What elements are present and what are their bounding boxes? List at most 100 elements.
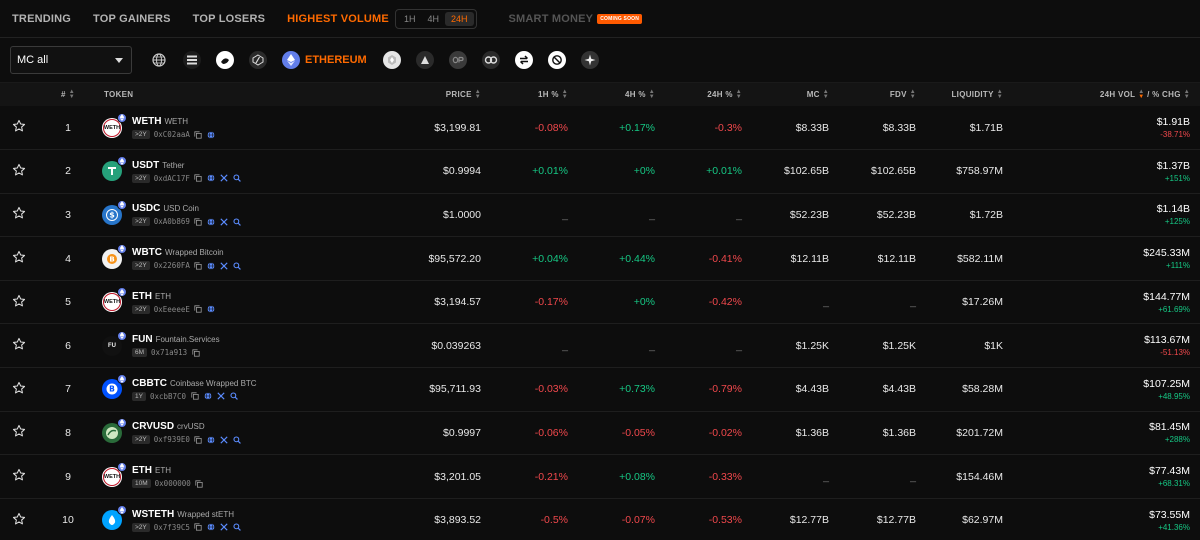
table-row[interactable]: 3 $ USDC USD Coin >2Y 0xA0b869 $1.0000 _ … [0, 193, 1200, 237]
swap-chain-icon[interactable] [514, 51, 533, 69]
token-cell[interactable]: WETH ETH ETH >2Y 0xEeeeeE [98, 280, 348, 324]
table-row[interactable]: 10 WSTETH Wrapped stETH >2Y 0x7f39C5 $3,8… [0, 498, 1200, 540]
x-twitter-icon[interactable] [220, 435, 229, 444]
copy-icon[interactable] [194, 523, 203, 532]
timeframe-4h[interactable]: 4H [427, 13, 439, 24]
search-icon[interactable] [233, 435, 242, 444]
x-twitter-icon[interactable] [220, 217, 229, 226]
link-chain-icon[interactable] [481, 51, 500, 69]
favorite-star-icon[interactable] [0, 368, 38, 412]
x-twitter-icon[interactable] [220, 261, 229, 270]
tron-chain-icon[interactable] [415, 51, 434, 69]
header-mc[interactable]: MC ▲ ▼ [806, 88, 829, 100]
volume-value: $245.33M [1143, 247, 1190, 260]
volume-value: $1.37B [1156, 159, 1190, 172]
table-row[interactable]: 9 WETH ETH ETH 10M 0x000000 $3,201.05 -0.… [0, 455, 1200, 499]
x-twitter-icon[interactable] [220, 174, 229, 183]
base-chain-icon[interactable] [382, 51, 401, 69]
token-cell[interactable]: WETH WETH WETH >2Y 0xC02aaA [98, 106, 348, 150]
timeframe-24h[interactable]: 24H [445, 11, 474, 26]
token-cell[interactable]: FU FUN Fountain.Services 6M 0x71a913 [98, 324, 348, 368]
copy-icon[interactable] [194, 435, 203, 444]
favorite-star-icon[interactable] [0, 324, 38, 368]
website-icon[interactable] [207, 261, 216, 270]
favorite-star-icon[interactable] [0, 150, 38, 194]
table-row[interactable]: 8 CRVUSD crvUSD >2Y 0xf939E0 $0.9997 -0.0… [0, 411, 1200, 455]
optimism-chain-icon[interactable] [448, 51, 467, 69]
price-cell: $3,194.57 [434, 296, 481, 309]
token-cell[interactable]: B CBBTC Coinbase Wrapped BTC 1Y 0xcbB7C0 [98, 368, 348, 412]
search-icon[interactable] [233, 174, 242, 183]
market-cap-cell: $102.65B [784, 165, 829, 178]
website-icon[interactable] [207, 305, 216, 314]
token-cell[interactable]: B WBTC Wrapped Bitcoin >2Y 0x2260FA [98, 237, 348, 281]
ethereum-chain-label[interactable]: ETHEREUM [305, 54, 367, 66]
change-4h-cell: +0.73% [619, 383, 655, 396]
header-fdv[interactable]: FDV ▲ ▼ [889, 88, 916, 100]
ethereum-chain-icon[interactable] [282, 51, 300, 69]
token-name: Tether [162, 160, 185, 170]
x-twitter-icon[interactable] [216, 392, 225, 401]
change-24h-cell: -0.3% [714, 121, 742, 134]
tab-highest-volume[interactable]: HIGHEST VOLUME [287, 12, 389, 25]
tab-smart-money[interactable]: SMART MONEY [508, 12, 594, 25]
favorite-star-icon[interactable] [0, 193, 38, 237]
website-icon[interactable] [207, 174, 216, 183]
favorite-star-icon[interactable] [0, 106, 38, 150]
header-price[interactable]: PRICE ▲ ▼ [445, 88, 481, 100]
token-cell[interactable]: $ USDC USD Coin >2Y 0xA0b869 [98, 193, 348, 237]
copy-icon[interactable] [190, 392, 199, 401]
x-twitter-icon[interactable] [220, 523, 229, 532]
website-icon[interactable] [203, 392, 212, 401]
change-4h-cell: -0.07% [621, 514, 655, 527]
spark-chain-icon[interactable] [580, 51, 599, 69]
arbitrum-chain-icon[interactable] [249, 51, 267, 69]
search-icon[interactable] [233, 523, 242, 532]
copy-icon[interactable] [194, 305, 203, 314]
copy-icon[interactable] [194, 261, 203, 270]
token-cell[interactable]: WETH ETH ETH 10M 0x000000 [98, 455, 348, 499]
favorite-star-icon[interactable] [0, 280, 38, 324]
header-volume[interactable]: 24H VOL ▲ ▼ / % CHG ▲ ▼ [1099, 88, 1190, 100]
copy-icon[interactable] [194, 130, 203, 139]
header-1h[interactable]: 1H % ▲ ▼ [537, 88, 568, 100]
token-cell[interactable]: USDT Tether >2Y 0xdAC17F [98, 150, 348, 194]
copy-icon[interactable] [191, 348, 200, 357]
header-liquidity[interactable]: LIQUIDITY ▲ ▼ [951, 88, 1003, 100]
website-icon[interactable] [207, 435, 216, 444]
timeframe-1h[interactable]: 1H [403, 13, 416, 24]
copy-icon[interactable] [195, 479, 204, 488]
search-icon[interactable] [233, 217, 242, 226]
table-row[interactable]: 2 USDT Tether >2Y 0xdAC17F $0.9994 +0.01%… [0, 150, 1200, 194]
token-cell[interactable]: WSTETH Wrapped stETH >2Y 0x7f39C5 [98, 498, 348, 540]
mc-select[interactable]: MC all [10, 46, 132, 74]
blocked-chain-icon[interactable] [547, 51, 566, 69]
table-row[interactable]: 5 WETH ETH ETH >2Y 0xEeeeeE $3,194.57 -0.… [0, 280, 1200, 324]
globe-icon[interactable] [150, 51, 168, 69]
tab-top-losers[interactable]: TOP LOSERS [192, 12, 266, 25]
favorite-star-icon[interactable] [0, 455, 38, 499]
tab-top-gainers[interactable]: TOP GAINERS [93, 12, 171, 25]
price-cell: $1.0000 [443, 208, 481, 221]
website-icon[interactable] [207, 523, 216, 532]
header-4h[interactable]: 4H % ▲ ▼ [624, 88, 655, 100]
favorite-star-icon[interactable] [0, 411, 38, 455]
copy-icon[interactable] [194, 174, 203, 183]
header-rank[interactable]: # ▲ ▼ [61, 88, 75, 100]
table-row[interactable]: 4 B WBTC Wrapped Bitcoin >2Y 0x2260FA $95… [0, 237, 1200, 281]
table-row[interactable]: 7 B CBBTC Coinbase Wrapped BTC 1Y 0xcbB7C… [0, 368, 1200, 412]
website-icon[interactable] [207, 217, 216, 226]
search-icon[interactable] [229, 392, 238, 401]
token-cell[interactable]: CRVUSD crvUSD >2Y 0xf939E0 [98, 411, 348, 455]
solana-chain-icon[interactable] [183, 51, 201, 69]
search-icon[interactable] [233, 261, 242, 270]
website-icon[interactable] [207, 130, 216, 139]
favorite-star-icon[interactable] [0, 498, 38, 540]
copy-icon[interactable] [194, 217, 203, 226]
table-row[interactable]: 1 WETH WETH WETH >2Y 0xC02aaA $3,199.81 -… [0, 106, 1200, 150]
favorite-star-icon[interactable] [0, 237, 38, 281]
sui-chain-icon[interactable] [216, 51, 234, 69]
header-24h[interactable]: 24H % ▲ ▼ [707, 88, 742, 100]
tab-trending[interactable]: TRENDING [12, 12, 72, 25]
table-row[interactable]: 6 FU FUN Fountain.Services 6M 0x71a913 $0… [0, 324, 1200, 368]
